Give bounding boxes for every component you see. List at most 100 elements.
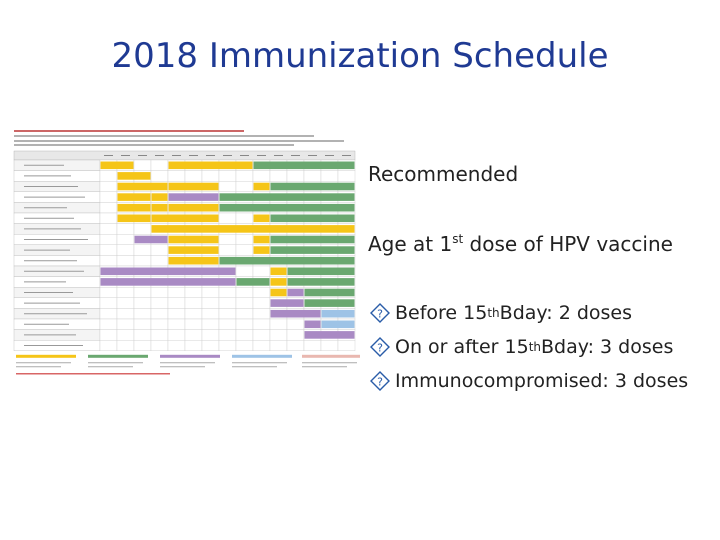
grid-cell (150, 329, 169, 341)
point-text: Age at 1 (368, 232, 453, 256)
grid-cell (235, 329, 254, 341)
schedule-bar (253, 182, 270, 191)
grid-cell (133, 297, 152, 309)
grid-cell (99, 181, 118, 193)
grid-cell (252, 329, 271, 341)
grid-cell (116, 339, 135, 351)
slide-title: 2018 Immunization Schedule (111, 36, 609, 76)
grid-cell (184, 339, 203, 351)
grid-cell (337, 170, 356, 182)
grid-cell (184, 170, 203, 182)
grid-cell (235, 181, 254, 193)
schedule-bar (100, 278, 236, 286)
schedule-bar (304, 288, 355, 297)
grid-cell (150, 159, 169, 171)
schedule-bar (219, 193, 355, 201)
grid-cell (167, 318, 186, 330)
svg-text:?: ? (377, 342, 383, 355)
schedule-bar (151, 225, 355, 233)
grid-cell (133, 329, 152, 341)
schedule-bar (270, 246, 355, 254)
grid-cell (320, 339, 339, 351)
schedule-image (10, 124, 360, 390)
grid-cell (235, 339, 254, 351)
grid-cell (218, 244, 237, 256)
schedule-bar (236, 278, 270, 286)
legend-swatch (160, 354, 220, 358)
schedule-bar (100, 267, 236, 276)
schedule-bar (168, 193, 219, 201)
grid-cell (286, 170, 305, 182)
header-row (13, 150, 356, 161)
grid-cell (116, 318, 135, 330)
grid-cell (150, 170, 169, 182)
bullet-sup: th (487, 306, 500, 320)
grid-cell (218, 308, 237, 320)
grid-cell (133, 339, 152, 351)
grid-cell (99, 339, 118, 351)
schedule-bar (253, 161, 355, 170)
schedule-bar (253, 214, 270, 223)
grid-cell (235, 297, 254, 309)
grid-cell (99, 318, 118, 330)
grid-cell (184, 308, 203, 320)
grid-cell (150, 339, 169, 351)
bullet-text: Immunocompromised: 3 doses (395, 370, 689, 392)
bullet-icon: ? (370, 371, 390, 391)
grid-cell (150, 297, 169, 309)
grid-cell (201, 329, 220, 341)
schedule-bar (304, 331, 355, 339)
grid-cell (184, 329, 203, 341)
bullet: ? Immunocompromised: 3 doses (370, 370, 688, 392)
schedule-bar (304, 320, 321, 329)
grid-cell (99, 223, 118, 235)
grid-cell (116, 244, 135, 256)
schedule-bar (270, 299, 304, 307)
schedule-bar (168, 182, 219, 191)
svg-text:?: ? (377, 376, 383, 389)
grid-cell (133, 308, 152, 320)
grid-cell (252, 286, 271, 298)
schedule-bar (304, 299, 355, 307)
point-text: dose of HPV vaccine (463, 232, 673, 256)
grid-cell (320, 170, 339, 182)
schedule-bar (168, 161, 253, 170)
grid-cell (116, 329, 135, 341)
schedule-bar (168, 246, 219, 254)
grid-cell (184, 286, 203, 298)
grid-cell (252, 170, 271, 182)
grid-cell (99, 233, 118, 245)
schedule-bar (321, 320, 355, 329)
grid-cell (218, 170, 237, 182)
grid-cell (269, 329, 288, 341)
grid-cell (252, 318, 271, 330)
grid-cell (201, 170, 220, 182)
schedule-bar (287, 288, 304, 297)
schedule-bar (219, 256, 355, 265)
grid-cell (150, 286, 169, 298)
schedule-bar (270, 214, 355, 223)
grid-cell (235, 170, 254, 182)
grid-cell (286, 329, 305, 341)
grid-cell (218, 297, 237, 309)
grid-cell (218, 339, 237, 351)
schedule-bar (270, 267, 287, 276)
grid-cell (167, 339, 186, 351)
schedule-bar (270, 235, 355, 244)
legend-swatch (16, 354, 76, 358)
schedule-bar (117, 172, 151, 180)
grid-cell (167, 286, 186, 298)
grid-cell (116, 223, 135, 235)
grid-cell (99, 212, 118, 224)
grid-cell (167, 329, 186, 341)
legend-swatch (232, 354, 292, 358)
grid-cell (184, 297, 203, 309)
grid-cell (133, 286, 152, 298)
grid-cell (218, 286, 237, 298)
grid-cell (201, 339, 220, 351)
grid-cell (99, 329, 118, 341)
svg-text:?: ? (377, 308, 383, 321)
legend-swatch (88, 354, 148, 358)
